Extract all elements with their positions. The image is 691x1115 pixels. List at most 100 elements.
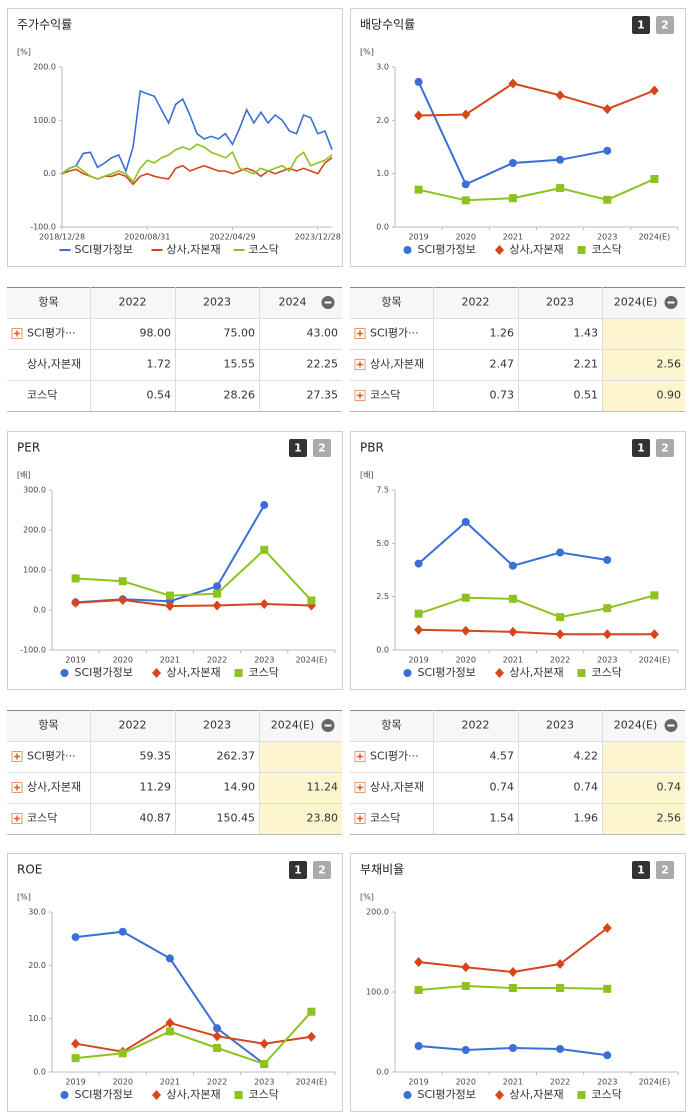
marker [556, 548, 565, 557]
marker [461, 109, 471, 120]
chart-title: 부채비율 [360, 863, 404, 877]
chart-button[interactable] [632, 861, 650, 879]
x-tick-label: 2022/04/29 [209, 233, 255, 242]
chart-button[interactable] [313, 439, 331, 457]
legend-label: SCI평가정보 [418, 1088, 476, 1101]
chart-button[interactable] [289, 861, 307, 879]
marker [152, 1090, 161, 1100]
row-label: 코스닥 [27, 389, 57, 402]
table-cell: 0.74 [490, 781, 515, 794]
marker [650, 175, 659, 183]
table-cell: 1.54 [490, 812, 515, 825]
x-tick-label: 2020 [113, 1078, 133, 1087]
table-header: 항목 [38, 719, 58, 732]
x-tick-label: 2021 [503, 1078, 523, 1087]
x-tick-label: 2020 [113, 656, 133, 665]
series-line [75, 548, 313, 602]
row-label: 코스닥 [370, 812, 400, 825]
highlight-column [602, 318, 685, 411]
chart-button[interactable] [289, 439, 307, 457]
marker [508, 984, 517, 992]
table-cell: 1.72 [147, 358, 172, 371]
table-cell: 11.29 [140, 781, 172, 794]
chart-title: PER [17, 441, 40, 455]
marker [508, 194, 517, 203]
marker [165, 591, 174, 600]
marker [403, 246, 412, 254]
chart-button-label[interactable]: 1 [637, 864, 645, 877]
chart-button-label[interactable]: 2 [661, 864, 669, 877]
marker [165, 1027, 174, 1036]
table-header: 항목 [381, 296, 401, 309]
y-unit: [%] [17, 893, 31, 902]
chart-button[interactable] [656, 439, 674, 457]
chart-title: PBR [360, 441, 384, 455]
table-cell: 23.80 [307, 812, 339, 825]
y-tick-label: -100.0 [20, 646, 46, 655]
y-tick-label: 0.0 [43, 169, 56, 178]
panel [7, 853, 343, 1112]
y-unit: [배] [360, 471, 374, 480]
marker [306, 1031, 316, 1042]
table-header: 2022 [462, 719, 490, 732]
y-tick-label: 100.0 [366, 988, 389, 997]
marker [495, 245, 504, 255]
marker [165, 601, 175, 611]
table-header: 항목 [381, 719, 401, 732]
legend-label: 코스닥 [249, 666, 279, 679]
chart-button[interactable] [313, 861, 331, 879]
marker [461, 180, 470, 189]
chart-button[interactable] [656, 16, 674, 34]
chart-button[interactable] [656, 861, 674, 879]
table-cell: 0.54 [147, 389, 172, 402]
row-label: SCI평가··· [27, 327, 76, 340]
table-cell: 0.73 [490, 389, 515, 402]
row-label: SCI평가··· [27, 750, 76, 763]
marker [649, 629, 659, 640]
chart-button-label[interactable]: 1 [637, 442, 645, 455]
y-unit: [배] [17, 471, 31, 480]
y-tick-label: 2.0 [376, 116, 389, 125]
table-cell: 27.35 [307, 389, 339, 402]
series-line [418, 82, 655, 117]
chart-button-label[interactable]: 1 [294, 864, 302, 877]
legend-label: 코스닥 [249, 243, 279, 256]
chart-button-label[interactable]: 2 [661, 442, 669, 455]
table-cell: 2.56 [657, 358, 682, 371]
table-cell: 1.26 [490, 327, 515, 340]
table-header: 2022 [462, 296, 490, 309]
chart-button-label[interactable]: 1 [294, 442, 302, 455]
x-tick-label: 2019 [408, 656, 428, 665]
chart-button-label[interactable]: 2 [318, 864, 326, 877]
marker [556, 984, 565, 992]
chart-button[interactable] [632, 16, 650, 34]
y-tick-label: 0.0 [376, 223, 389, 232]
legend-label: 코스닥 [592, 666, 622, 679]
chart-button[interactable] [632, 439, 650, 457]
y-tick-label: 30.0 [28, 908, 46, 917]
table-header: 2023 [546, 296, 574, 309]
legend-label: 상사,자본재 [510, 1088, 564, 1101]
marker [403, 1091, 412, 1099]
chart-button-label[interactable]: 2 [318, 442, 326, 455]
x-tick-label: 2022 [550, 656, 570, 665]
marker [152, 668, 161, 678]
chart-button-label[interactable]: 1 [637, 19, 645, 32]
table-header: 2024(E) [271, 719, 315, 732]
table-header: 2023 [203, 296, 231, 309]
y-tick-label: 0.0 [376, 1068, 389, 1077]
marker [603, 984, 612, 993]
table-cell: 0.90 [657, 389, 682, 402]
table-cell: 1.43 [574, 327, 599, 340]
x-tick-label: 2024(E) [639, 233, 671, 242]
x-tick-label: 2023 [254, 1078, 274, 1087]
marker [414, 609, 423, 618]
marker [414, 77, 423, 86]
chart-button-label[interactable]: 2 [661, 19, 669, 32]
highlight-column [602, 741, 685, 834]
marker [234, 669, 243, 677]
marker [508, 159, 517, 167]
row-label: 코스닥 [27, 812, 57, 825]
series-line [418, 628, 655, 636]
